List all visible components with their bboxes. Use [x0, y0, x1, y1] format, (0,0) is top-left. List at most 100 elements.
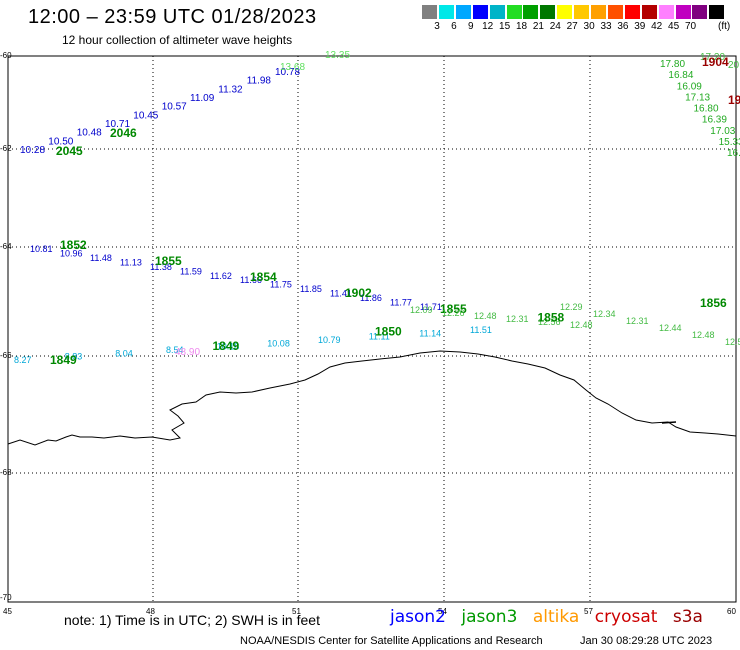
wave-height-label: 11.77 — [390, 298, 412, 308]
wave-height-label: 11.11 — [369, 332, 390, 342]
wave-height-label: 1849 — [50, 353, 77, 367]
legend-jason2: jason2 — [390, 607, 446, 627]
color-scale-tick: 18 — [515, 21, 528, 32]
color-scale-tick: 42 — [651, 21, 663, 32]
longitude-label: 57 — [584, 607, 593, 616]
wave-height-label: 2046 — [110, 126, 137, 140]
color-scale-tick: 33 — [600, 21, 612, 32]
wave-height-label: 19 — [728, 93, 740, 107]
wave-height-label: 11.85 — [300, 284, 322, 294]
wave-height-label: 12.31 — [626, 316, 649, 326]
color-scale-tick: 36 — [617, 21, 629, 32]
color-scale-tick: 9 — [468, 21, 474, 32]
wave-height-label: 12.44 — [659, 323, 682, 333]
wave-height-label: 11.66 — [240, 275, 262, 285]
axis-labels: -60 -62 -64 -66 -68 -70 45 48 51 54 57 60 — [0, 51, 736, 616]
legend-altika: altika — [532, 607, 580, 627]
wave-height-label: 1849 — [213, 339, 240, 353]
wave-height-label: 1852 — [60, 238, 87, 252]
wave-height-label: 13.35 — [325, 50, 350, 61]
wave-height-label: 10.71 — [105, 119, 130, 130]
wave-height-label: 17.03 — [710, 126, 735, 137]
wave-height-label: 16.80 — [694, 104, 719, 115]
wave-height-label: 1850 — [375, 325, 402, 339]
wave-height-label: 12.26 — [442, 308, 465, 318]
wave-height-label: 12.34 — [593, 309, 616, 319]
wave-height-label: 10.28 — [20, 145, 45, 156]
wave-height-label: 10.57 — [162, 102, 187, 113]
credit-line: NOAA/NESDIS Center for Satellite Applica… — [240, 635, 543, 647]
wave-height-label: 8.83 — [65, 352, 83, 362]
color-swatch — [591, 5, 606, 19]
wave-height-label: 1855 — [155, 254, 182, 268]
color-swatch — [641, 5, 657, 19]
wave-height-label: 10.45 — [133, 110, 158, 121]
wave-height-label: 1856 — [700, 296, 727, 310]
wave-height-label: 8.54 — [166, 345, 184, 355]
color-scale-units: (ft) — [718, 21, 731, 32]
wave-height-label: 15.33 — [719, 137, 740, 148]
wave-height-label: 12.48 — [692, 330, 715, 340]
color-scale-tick: 70 — [684, 21, 697, 32]
latitude-label: -60 — [0, 51, 12, 60]
color-scale-tick: 21 — [532, 21, 544, 32]
wave-height-label: 11.86 — [360, 293, 382, 303]
wave-height-label: 11.75 — [270, 280, 292, 290]
wave-height-label: 20 — [728, 60, 740, 71]
wave-height-label: 11.14 — [419, 328, 441, 338]
color-swatch — [574, 5, 590, 19]
color-scale-tick: 24 — [549, 21, 561, 32]
color-swatch — [523, 5, 539, 19]
color-swatch — [438, 5, 454, 19]
color-swatch — [506, 5, 522, 19]
map-subtitle: 12 hour collection of altimeter wave hei… — [62, 33, 293, 47]
wave-height-label: 12.09 — [410, 305, 433, 315]
latitude-label: -68 — [0, 468, 12, 477]
color-scale-tick: 6 — [451, 21, 457, 32]
longitude-label: 60 — [727, 607, 736, 616]
color-swatch — [540, 5, 556, 19]
graticule — [8, 56, 736, 602]
satellite-legend: jason2 jason3 altika cryosat s3a — [390, 607, 713, 627]
wave-height-label: 8.04 — [115, 348, 133, 358]
latitude-label: -70 — [0, 593, 12, 602]
wave-height-label: 12.48 — [570, 320, 593, 330]
color-scale-tick: 12 — [482, 21, 494, 32]
legend-cryosat: cryosat — [594, 607, 658, 627]
wave-height-label: 1904 — [702, 55, 729, 69]
color-swatch — [675, 5, 691, 19]
wave-height-label: 8.27 — [14, 355, 32, 365]
wave-height-label: 12.31 — [506, 314, 529, 324]
color-swatch — [692, 5, 708, 19]
color-swatch — [607, 5, 623, 19]
wave-height-label: 11.98 — [247, 76, 272, 87]
wave-height-label: 10.48 — [77, 128, 102, 139]
wave-height-label: 1854 — [250, 270, 277, 284]
wave-height-label: 10.96 — [60, 249, 83, 259]
wave-height-label: 1902 — [345, 286, 372, 300]
wave-height-label: 10.50 — [48, 136, 73, 147]
color-swatch — [624, 5, 640, 19]
wave-height-label: 10.08 — [267, 338, 290, 348]
wave-height-label: 10.79 — [318, 335, 341, 345]
wave-height-label: 11.09 — [190, 93, 215, 104]
generated-timestamp: Jan 30 08:29:28 UTC 2023 — [580, 635, 713, 647]
wave-height-label: 12.56 — [538, 317, 561, 327]
wave-height-label: 11.48 — [90, 253, 112, 263]
color-swatch — [658, 5, 674, 19]
latitude-label: -66 — [0, 351, 12, 360]
wave-height-label: 16.8 — [727, 148, 740, 159]
wave-height-label: 17.13 — [685, 92, 710, 103]
color-swatch — [709, 5, 725, 19]
longitude-label: 48 — [146, 607, 155, 616]
color-swatch — [422, 5, 437, 19]
color-scale-tick: 27 — [566, 21, 578, 32]
wave-height-label: 16.84 — [668, 70, 693, 81]
wave-height-label: 10.18 — [217, 342, 240, 352]
wave-height-label: 11.41 — [330, 289, 352, 299]
color-scale-tick: 30 — [583, 21, 595, 32]
longitude-label: 45 — [3, 607, 12, 616]
latitude-label: -64 — [0, 242, 12, 251]
